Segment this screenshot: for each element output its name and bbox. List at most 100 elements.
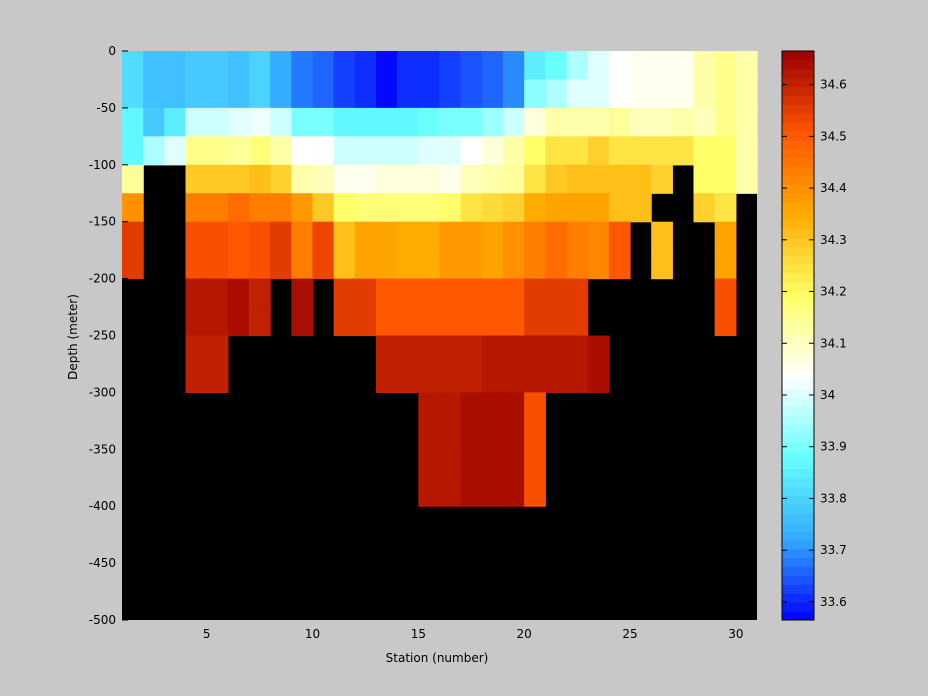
heatmap-cell: [481, 79, 504, 109]
heatmap-cell: [630, 107, 652, 137]
heatmap-cell: [291, 164, 314, 194]
heatmap-cell: [312, 221, 335, 251]
heatmap-cell: [333, 51, 356, 81]
heatmap-cell: [333, 107, 356, 137]
colorbar-level: [782, 459, 814, 470]
colorbar-level: [782, 513, 814, 523]
heatmap-cell: [630, 79, 652, 109]
colorbar-level: [782, 362, 814, 372]
colorbar-level: [782, 166, 814, 176]
heatmap-cell: [418, 278, 441, 308]
heatmap-cell: [481, 136, 504, 166]
heatmap-cell: [714, 307, 737, 337]
heatmap-cell: [587, 136, 610, 166]
colorbar-level: [782, 451, 814, 461]
heatmap-cell: [481, 307, 504, 337]
heatmap-cell: [143, 51, 165, 81]
x-tick-label: 30: [728, 627, 743, 641]
heatmap-cell: [164, 51, 187, 81]
colorbar-level: [782, 388, 814, 399]
heatmap-cell: [397, 250, 419, 280]
heatmap-cell: [418, 392, 441, 422]
heatmap-cell: [185, 193, 208, 223]
heatmap-cell: [503, 164, 525, 194]
colorbar-tick-label: 33.6: [820, 595, 847, 609]
colorbar-level: [782, 299, 814, 310]
heatmap-cell: [566, 307, 589, 337]
heatmap-cell: [587, 107, 610, 137]
colorbar-level: [782, 148, 814, 159]
heatmap-cell: [566, 107, 589, 137]
heatmap-cell: [439, 392, 462, 422]
heatmap-cell: [354, 51, 377, 81]
heatmap-cell: [693, 193, 716, 223]
heatmap-cell: [439, 307, 462, 337]
heatmap-cell: [566, 51, 589, 81]
plot-area: [122, 51, 758, 620]
colorbar-level: [782, 237, 814, 248]
heatmap-cell: [439, 278, 462, 308]
heatmap-cell: [376, 363, 398, 393]
heatmap-cell: [651, 79, 673, 109]
colorbar-level: [782, 104, 814, 114]
heatmap-cell: [376, 164, 398, 194]
colorbar-level: [782, 184, 814, 194]
heatmap-cell: [227, 51, 250, 81]
heatmap-cell: [270, 107, 292, 137]
heatmap-cell: [376, 193, 398, 223]
x-tick-label: 10: [305, 627, 320, 641]
heatmap-cell: [735, 79, 758, 109]
heatmap-cell: [608, 136, 631, 166]
heatmap-cell: [608, 79, 631, 109]
heatmap-cell: [587, 250, 610, 280]
heatmap-cell: [481, 164, 504, 194]
colorbar-level: [782, 442, 814, 452]
colorbar-level: [782, 531, 814, 541]
heatmap-cell: [672, 136, 695, 166]
heatmap-cell: [270, 164, 292, 194]
heatmap-cell: [545, 307, 568, 337]
colorbar-level: [782, 291, 814, 301]
colorbar-level: [782, 379, 814, 390]
heatmap-cell: [143, 107, 165, 137]
colorbar-level: [782, 539, 814, 550]
colorbar-level: [782, 77, 814, 88]
colorbar: 33.6 33.7 33.8 33.9 34 34.1 34.2 34.3 34.4 34.5 34…: [781, 50, 847, 621]
heatmap-cell: [524, 221, 546, 251]
heatmap-cell: [503, 79, 525, 109]
heatmap-cell: [354, 250, 377, 280]
heatmap-cell: [376, 250, 398, 280]
heatmap-cell: [714, 51, 737, 81]
heatmap-cell: [291, 278, 314, 308]
heatmap-cell: [608, 164, 631, 194]
heatmap-cell: [545, 164, 568, 194]
x-axis-label: Station (number): [386, 651, 489, 665]
heatmap-cell: [122, 221, 144, 251]
heatmap-cell: [270, 136, 292, 166]
y-tick-label: -150: [89, 215, 116, 229]
heatmap-cell: [587, 193, 610, 223]
heatmap-cell: [481, 107, 504, 137]
heatmap-cell: [354, 221, 377, 251]
heatmap-cell: [270, 193, 292, 223]
colorbar-level: [782, 122, 814, 132]
heatmap-cell: [439, 51, 462, 81]
heatmap-cell: [206, 107, 229, 137]
heatmap-cell: [397, 79, 419, 109]
heatmap-cell: [122, 79, 144, 109]
heatmap-cell: [545, 51, 568, 81]
heatmap-cell: [545, 278, 568, 308]
colorbar-tick-label: 34: [820, 388, 835, 402]
heatmap-cell: [164, 79, 187, 109]
heatmap-cell: [714, 136, 737, 166]
heatmap-cell: [735, 51, 758, 81]
heatmap-cell: [206, 307, 229, 337]
colorbar-level: [782, 344, 814, 354]
heatmap-cell: [714, 221, 737, 251]
heatmap-cell: [291, 193, 314, 223]
colorbar-level: [782, 86, 814, 96]
heatmap-cell: [651, 164, 673, 194]
heatmap-cell: [503, 136, 525, 166]
heatmap-cell: [418, 79, 441, 109]
heatmap-cell: [714, 79, 737, 109]
